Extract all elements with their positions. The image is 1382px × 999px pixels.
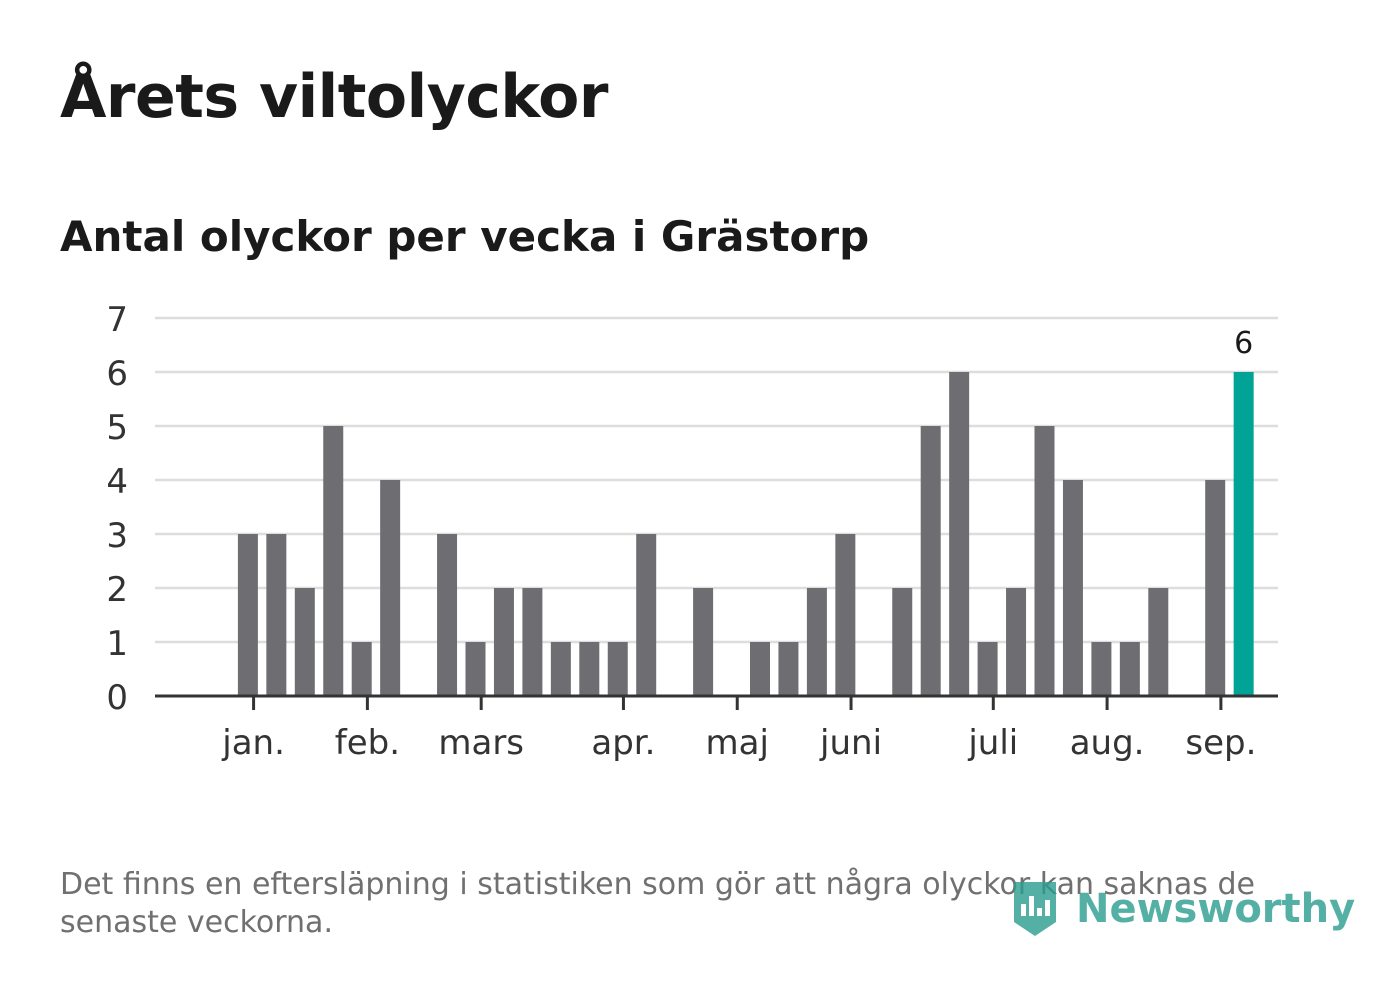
y-tick-label: 2 [106, 570, 128, 610]
bar [1062, 480, 1083, 696]
bar [522, 588, 543, 696]
bar [550, 642, 571, 696]
bar [835, 534, 856, 696]
x-tick-label: aug. [1070, 723, 1145, 763]
x-tick-label: apr. [591, 723, 655, 763]
bar [1034, 426, 1055, 696]
y-axis-ticks: 0 1 2 3 4 5 6 7 [106, 300, 128, 718]
bar [693, 588, 714, 696]
bar [949, 372, 970, 696]
bar [1091, 642, 1112, 696]
y-tick-label: 1 [106, 624, 128, 664]
bar [750, 642, 770, 696]
bar [1148, 588, 1169, 696]
bar [636, 534, 657, 696]
x-tick-label: maj [706, 723, 769, 763]
bar [892, 588, 913, 696]
bar-highlight [1233, 372, 1254, 696]
bar [237, 534, 258, 696]
y-tick-label: 6 [106, 354, 128, 394]
bar [323, 426, 344, 696]
x-tick-label: juni [819, 723, 882, 763]
bar [465, 642, 486, 696]
bar [294, 588, 315, 696]
bars [237, 372, 1254, 696]
x-tick-label: mars [438, 723, 524, 763]
bar [920, 426, 941, 696]
bar [579, 642, 600, 696]
bar [1006, 588, 1027, 696]
y-tick-label: 0 [106, 678, 128, 718]
x-axis-ticks: jan. feb. mars apr. maj juni juli aug. sep. [221, 696, 1256, 763]
bar [266, 534, 287, 696]
bar [778, 642, 799, 696]
bar [351, 642, 372, 696]
data-labels: 6 [1234, 326, 1253, 361]
bar [806, 588, 827, 696]
x-tick-label: feb. [335, 723, 400, 763]
chart-subtitle: Antal olyckor per vecka i Grästorp [60, 212, 870, 261]
newsworthy-logo-icon [1014, 882, 1056, 936]
x-tick-label: sep. [1185, 723, 1256, 763]
bar [607, 642, 628, 696]
bar [437, 534, 458, 696]
y-tick-label: 3 [106, 516, 128, 556]
brand-name: Newsworthy [1076, 886, 1356, 932]
bar [493, 588, 514, 696]
chart-title: Årets viltolyckor [60, 62, 609, 132]
brand-logo: Newsworthy [1010, 878, 1355, 940]
bar [380, 480, 401, 696]
x-tick-label: juli [967, 723, 1018, 763]
x-tick-label: jan. [221, 723, 285, 763]
y-tick-label: 4 [106, 462, 128, 502]
data-label: 6 [1234, 326, 1253, 361]
bar [977, 642, 998, 696]
bar [1205, 480, 1226, 696]
bar [1119, 642, 1140, 696]
y-tick-label: 7 [106, 300, 128, 340]
y-tick-label: 5 [106, 408, 128, 448]
